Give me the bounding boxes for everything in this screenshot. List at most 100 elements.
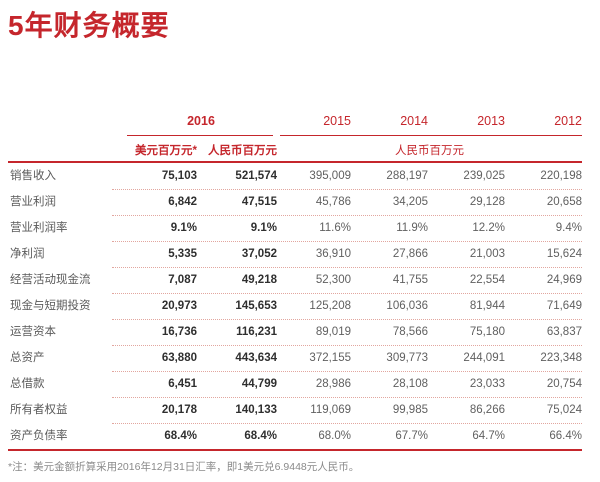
cell-2015: 119,069 [310,404,351,416]
cell-2016-rmb: 37,052 [241,248,277,260]
cell-2016-usd: 16,736 [161,326,197,338]
cell-2014: 34,205 [392,196,428,208]
cell-2014: 309,773 [386,352,428,364]
cell-2012: 66.4% [549,430,582,442]
cell-2015: 89,019 [315,326,351,338]
cell-2015: 125,208 [309,300,351,312]
cell-2016-usd: 63,880 [161,352,197,364]
unit-header-rmb-millions-span: 人民币百万元 [395,145,464,157]
cell-2014: 41,755 [392,274,428,286]
rule-under-prior-years [280,135,582,136]
cell-2016-rmb: 44,799 [241,378,277,390]
cell-2012: 63,837 [546,326,582,338]
row-label: 总借款 [10,378,45,390]
table-row: 资产负债率 68.4% 68.4% 68.0% 67.7% 64.7% 66.4% [8,423,582,449]
table-row: 净利润 5,335 37,052 36,910 27,866 21,003 15,624 [8,241,582,268]
cell-2016-usd: 68.4% [164,430,197,442]
cell-2016-usd: 20,973 [161,300,197,312]
cell-2016-rmb: 521,574 [235,170,277,182]
cell-2012: 220,198 [540,170,582,182]
cell-2014: 27,866 [392,248,428,260]
cell-2016-rmb: 47,515 [241,196,277,208]
table-row: 营业利润 6,842 47,515 45,786 34,205 29,128 20,658 [8,189,582,216]
cell-2012: 24,969 [546,274,582,286]
rule-under-2016 [127,135,273,136]
cell-2013: 64.7% [472,430,505,442]
row-label: 资产负债率 [10,430,68,442]
unit-header-row: 美元百万元* 人民币百万元 人民币百万元 [8,143,582,159]
cell-2016-usd: 6,451 [168,378,197,390]
cell-2013: 81,944 [469,300,505,312]
row-label: 销售收入 [10,170,56,182]
cell-2013: 23,033 [469,378,505,390]
cell-2013: 239,025 [463,170,505,182]
cell-2013: 75,180 [469,326,505,338]
cell-2016-rmb: 145,653 [235,300,277,312]
financial-table-body: 销售收入 75,103 521,574 395,009 288,197 239,025 22… [8,161,582,451]
cell-2016-rmb: 140,133 [235,404,277,416]
cell-2012: 20,754 [546,378,582,390]
row-label: 运营资本 [10,326,56,338]
column-header-2016: 2016 [187,114,215,128]
row-label: 总资产 [10,352,45,364]
cell-2012: 15,624 [546,248,582,260]
year-header-row: 2016 2015 2014 2013 2012 [8,112,582,130]
cell-2014: 11.9% [396,222,428,234]
cell-2015: 372,155 [309,352,351,364]
row-label: 所有者权益 [10,404,68,416]
table-row: 运营资本 16,736 116,231 89,019 78,566 75,180 63,83… [8,319,582,346]
cell-2012: 9.4% [555,222,582,234]
cell-2013: 86,266 [469,404,505,416]
cell-2016-usd: 75,103 [161,170,197,182]
unit-header-rmb-millions: 人民币百万元 [208,145,277,157]
cell-2016-rmb: 49,218 [241,274,277,286]
cell-2015: 52,300 [315,274,351,286]
table-row: 现金与短期投资 20,973 145,653 125,208 106,036 81,944… [8,293,582,320]
column-header-2014: 2014 [400,114,428,128]
cell-2016-usd: 6,842 [168,196,197,208]
cell-2016-usd: 7,087 [168,274,197,286]
row-label: 营业利润 [10,196,56,208]
cell-2016-usd: 9.1% [170,222,197,234]
row-label: 经营活动现金流 [10,274,91,286]
row-label: 现金与短期投资 [10,300,91,312]
column-header-2015: 2015 [323,114,351,128]
unit-header-usd-millions: 美元百万元* [135,145,197,157]
cell-2013: 12.2% [472,222,505,234]
cell-2014: 78,566 [392,326,428,338]
table-row: 总资产 63,880 443,634 372,155 309,773 244,091 223… [8,345,582,372]
footnote: *注：美元金额折算采用2016年12月31日汇率，即1美元兑6.9448元人民币… [8,461,360,473]
cell-2013: 244,091 [463,352,505,364]
cell-2012: 75,024 [546,404,582,416]
cell-2016-rmb: 116,231 [236,326,277,338]
cell-2016-usd: 20,178 [161,404,197,416]
table-row: 经营活动现金流 7,087 49,218 52,300 41,755 22,554 24,9… [8,267,582,294]
cell-2014: 106,036 [386,300,428,312]
cell-2015: 11.6% [319,222,351,234]
cell-2016-usd: 5,335 [168,248,197,260]
cell-2015: 395,009 [309,170,351,182]
cell-2013: 22,554 [469,274,505,286]
cell-2014: 67.7% [395,430,428,442]
table-row: 销售收入 75,103 521,574 395,009 288,197 239,025 22… [8,163,582,190]
table-row: 所有者权益 20,178 140,133 119,069 99,985 86,266 75,… [8,397,582,424]
cell-2012: 20,658 [546,196,582,208]
cell-2012: 223,348 [540,352,582,364]
cell-2012: 71,649 [546,300,582,312]
cell-2015: 28,986 [315,378,351,390]
row-label: 营业利润率 [10,222,68,234]
cell-2014: 28,108 [392,378,428,390]
row-label: 净利润 [10,248,45,260]
cell-2016-rmb: 443,634 [235,352,277,364]
column-header-2013: 2013 [477,114,505,128]
table-row: 营业利润率 9.1% 9.1% 11.6% 11.9% 12.2% 9.4% [8,215,582,242]
table-row: 总借款 6,451 44,799 28,986 28,108 23,033 20,754 [8,371,582,398]
cell-2015: 68.0% [318,430,351,442]
cell-2013: 21,003 [469,248,505,260]
cell-2014: 288,197 [386,170,428,182]
cell-2016-rmb: 9.1% [250,222,277,234]
cell-2014: 99,985 [392,404,428,416]
cell-2015: 36,910 [315,248,351,260]
page-title: 5年财务概要 [8,10,170,41]
